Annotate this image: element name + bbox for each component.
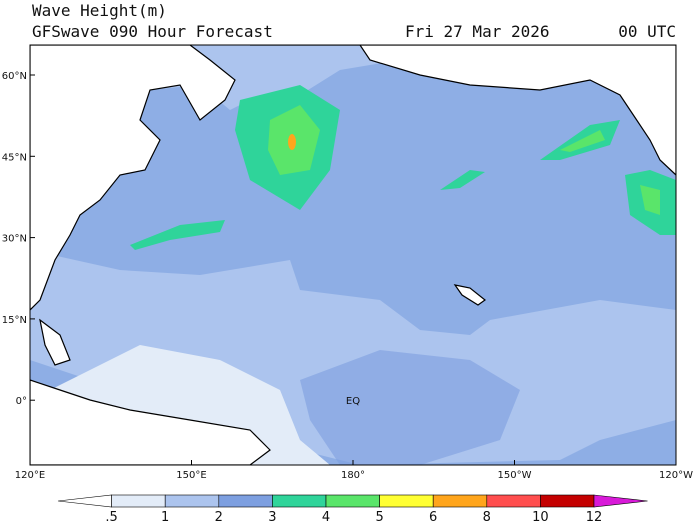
wave-band <box>30 250 676 465</box>
colorbar-cell <box>218 494 273 508</box>
hawaii <box>453 284 486 306</box>
colorbar-label: 6 <box>429 510 437 525</box>
alaska-land <box>250 45 676 176</box>
colorbar-label: 4 <box>322 510 330 525</box>
colorbar-cell <box>486 494 541 508</box>
colorbar-cell <box>432 494 488 508</box>
wave-band <box>300 350 520 465</box>
colorbar-cell <box>164 494 220 508</box>
lon-label: 120°W <box>659 470 693 481</box>
title: Wave Height(m) <box>32 1 167 20</box>
subtitle: GFSwave 090 Hour Forecast <box>32 22 273 41</box>
colorbar-cell <box>111 494 166 508</box>
time: 00 UTC <box>618 22 676 41</box>
lon-label: 120°E <box>15 470 45 481</box>
asia-land <box>30 45 236 311</box>
lon-label: 150°E <box>176 470 206 481</box>
higher-waves <box>640 185 660 215</box>
colorbar-label: 1 <box>161 510 169 525</box>
new-guinea-land <box>30 379 271 465</box>
colorbar-cell <box>379 494 434 508</box>
lon-label: 180° <box>341 470 365 481</box>
colorbar-cell <box>272 494 327 508</box>
high-waves <box>130 220 225 250</box>
lat-label: 45°N <box>2 152 27 163</box>
colorbar-cell <box>57 494 112 508</box>
colorbar-label: 12 <box>586 510 603 525</box>
colorbar-label: 10 <box>532 510 549 525</box>
lat-label: 15°N <box>2 315 27 326</box>
high-waves <box>440 170 485 190</box>
colorbar-label: .5 <box>105 510 117 525</box>
colorbar-label: 8 <box>483 510 491 525</box>
colorbar-cell <box>325 494 380 508</box>
lat-label: 0° <box>16 396 27 407</box>
higher-waves <box>560 130 605 152</box>
colorbar-cell <box>540 494 595 508</box>
colorbar-label: 5 <box>375 510 383 525</box>
equator-label: EQ <box>346 396 360 407</box>
colorbar-label: 2 <box>215 510 223 525</box>
lon-label: 150°W <box>498 470 532 481</box>
peak-waves <box>288 134 296 150</box>
date: Fri 27 Mar 2026 <box>405 22 550 41</box>
map: EQ <box>29 44 677 466</box>
colorbar: .5 1 2 3 4 5 6 8 10 12 <box>57 494 648 525</box>
lat-label: 30°N <box>2 234 27 245</box>
colorbar-cell <box>593 494 648 508</box>
philippines <box>39 318 71 366</box>
colorbar-label: 3 <box>268 510 276 525</box>
ocean-main <box>30 50 676 270</box>
lat-label: 60°N <box>2 71 27 82</box>
